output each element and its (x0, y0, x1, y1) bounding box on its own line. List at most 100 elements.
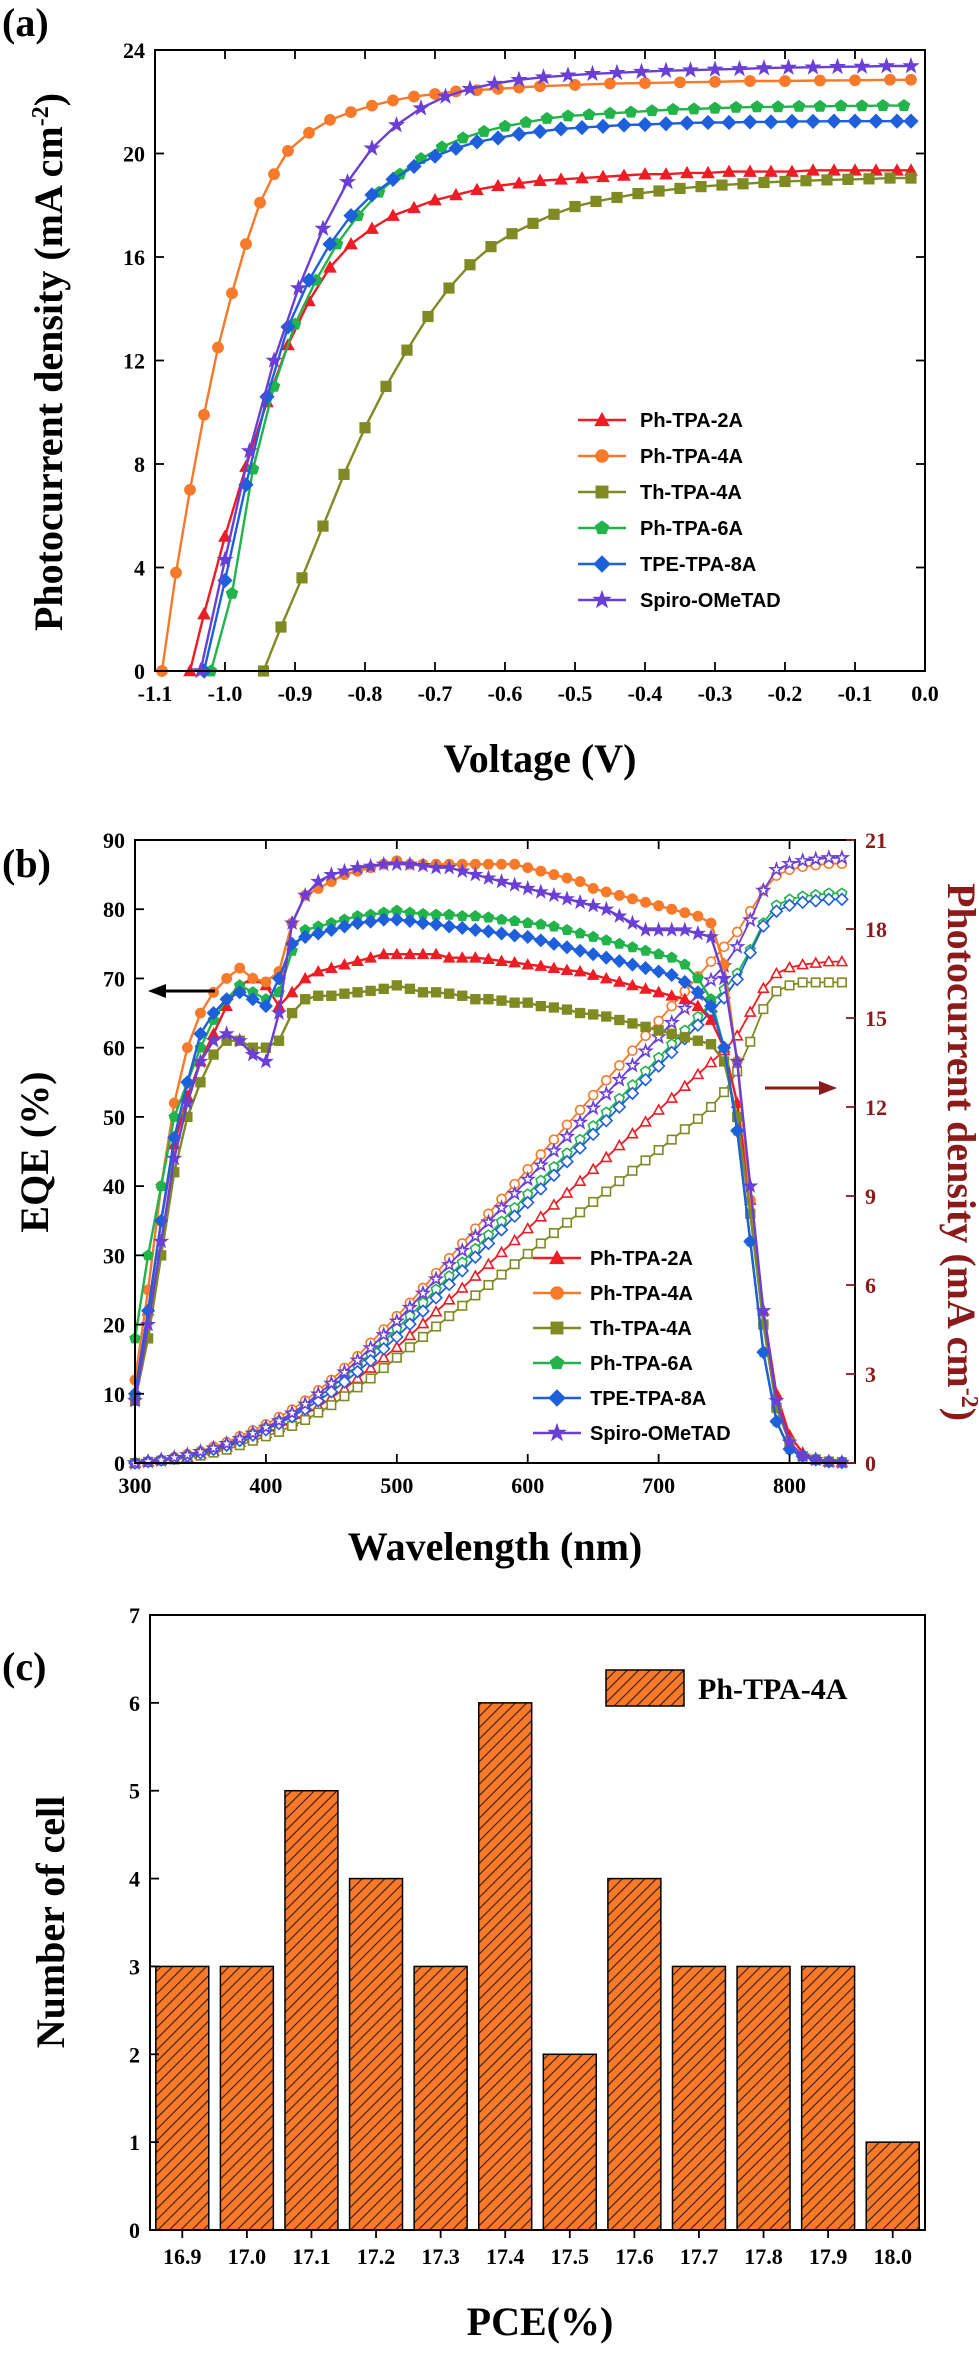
panel-b-eqe-point (613, 889, 625, 901)
panel-a-point (385, 171, 401, 187)
panel-b-jsc-point (614, 1176, 625, 1187)
panel-a-point (868, 113, 884, 129)
panel-a-point (470, 182, 484, 196)
panel-b-jsc-point (627, 1165, 638, 1176)
panel-b-eqe-point (483, 994, 494, 1005)
bar-17.9 (800, 1965, 856, 2231)
panel-a-point (212, 341, 224, 354)
panel-b-jsc-point (455, 1281, 469, 1293)
panel-b-eqe-point (443, 908, 456, 920)
panel-b-eqe-point (455, 951, 469, 963)
panel-b-eqe-point (192, 1053, 209, 1069)
panel-b-eqe-point (522, 862, 534, 874)
panel-a-point (485, 74, 504, 91)
panel-b-jsc-point (835, 954, 849, 967)
panel-a-point (322, 236, 338, 252)
x-tick-label: 800 (773, 1473, 806, 1498)
panel-b-jsc-point (401, 1298, 419, 1315)
panel-b-eqe-point (441, 859, 458, 875)
panel-b-eqe-point (637, 921, 654, 937)
panel-a-point (519, 115, 533, 128)
panel-a-point (338, 172, 357, 190)
panel-a-point (730, 59, 749, 77)
panel-b-eqe-point (430, 987, 442, 998)
bar-16.9 (155, 1965, 210, 2231)
panel-a-point (365, 221, 379, 234)
y-tick-label: 40 (103, 1174, 125, 1199)
x-tick-label: 17.8 (744, 2244, 783, 2269)
panel-b-jsc-point (429, 1290, 443, 1305)
panel-b-eqe-point (469, 951, 482, 963)
panel-b-jsc-point (296, 1395, 314, 1412)
panel-a-point (608, 63, 626, 81)
panel-b-eqe-point (691, 999, 705, 1012)
panel-a-point (406, 158, 422, 175)
panel-b-jsc-point (375, 1326, 392, 1342)
x-tick-label: 300 (119, 1473, 152, 1498)
legend-label: Ph-TPA-2A (640, 410, 743, 432)
panel-b-eqe-point (389, 912, 404, 927)
x-tick-label: 17.6 (615, 2244, 654, 2269)
panel-b-jsc-point (782, 898, 797, 913)
panel-b-label: (b) (2, 841, 51, 886)
panel-b-eqe-point (415, 857, 431, 873)
panel-a-point (784, 113, 800, 130)
panel-b-jsc-point (388, 1312, 406, 1329)
panel-b-eqe-point (455, 920, 470, 935)
panel-b-eqe-point (245, 992, 260, 1007)
y-tick-label: 30 (103, 1243, 125, 1268)
panel-b-eqe-point (665, 989, 679, 1001)
legend-label: Spiro-OMeTAD (590, 1423, 731, 1445)
panel-b-eqe-point (153, 1233, 170, 1249)
x-tick-label: -0.9 (278, 681, 313, 706)
panel-b-jsc-point (231, 1429, 248, 1446)
panel-c-y-ticks: 0 1 2 3 4 5 6 7 (129, 1603, 159, 2243)
panel-b-eqe-point (311, 926, 326, 941)
panel-b-eqe-point (244, 1046, 261, 1062)
panel-b-eqe-point (325, 961, 338, 973)
panel-a-point (903, 113, 919, 129)
panel-a-point (282, 145, 294, 157)
panel-b-jsc-point (691, 1067, 705, 1080)
panel-b-jsc-point (363, 1353, 378, 1368)
panel-a-point (359, 422, 371, 434)
panel-a-point (427, 148, 443, 164)
panel-a-point (805, 113, 821, 130)
panel-b-jsc-point (626, 1127, 639, 1139)
panel-a-point (412, 99, 430, 116)
panel-a-point (709, 75, 721, 88)
panel-b-eqe-point (521, 958, 535, 970)
panel-a-point (218, 529, 232, 542)
panel-b-eqe-point (429, 917, 444, 932)
panel-b-eqe-point (587, 883, 599, 894)
panel-a-point (897, 99, 911, 111)
legend-label: TPE-TPA-8A (640, 554, 756, 576)
panel-b-eqe-point (730, 1123, 745, 1138)
panel-a-point (827, 163, 841, 176)
panel-b-eqe-point (545, 886, 562, 903)
panel-b-jsc-point (702, 971, 720, 988)
x-tick-label: -0.6 (488, 681, 523, 706)
panel-a-point (603, 106, 617, 119)
panel-b-eqe-point (508, 914, 521, 926)
panel-a-point (469, 134, 485, 150)
panel-b-jsc-point (560, 1154, 574, 1169)
panel-a-point (443, 282, 455, 294)
panel-a-point (750, 100, 764, 113)
panel-b-eqe-point (362, 857, 379, 874)
panel-b-eqe-point (311, 964, 325, 977)
panel-b-eqe-point (601, 1011, 612, 1022)
panel-a-point (779, 58, 798, 75)
panel-b-jsc-point (836, 977, 847, 988)
panel-b-jsc-point (532, 1156, 550, 1173)
panel-b-eqe-point (639, 982, 652, 994)
panel-b-jsc-point (637, 1042, 654, 1059)
panel-b-eqe-point (352, 987, 363, 998)
bar-17.6 (607, 1877, 662, 2231)
panel-b-jsc-point (403, 1328, 417, 1341)
panel-a-point (701, 165, 715, 179)
legend-label: Ph-TPA-2A (590, 1248, 693, 1270)
panel-b-jsc-point (339, 1391, 350, 1402)
panel-b-jsc-point (507, 1209, 522, 1224)
panel-a-point (401, 344, 413, 356)
